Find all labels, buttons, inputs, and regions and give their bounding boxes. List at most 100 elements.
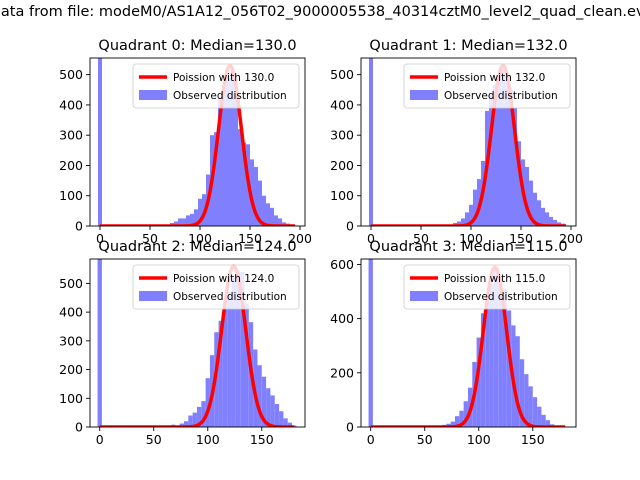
x-tick-label: 150 (509, 231, 533, 246)
legend-hist-swatch (410, 291, 438, 301)
legend-hist-swatch (139, 90, 167, 100)
histogram-bar (270, 395, 275, 427)
histogram-bar (274, 215, 278, 226)
histogram-bar (497, 73, 501, 226)
histogram-bar (98, 58, 102, 226)
subplot-title: Quadrant 3: Median=115.0 (369, 239, 567, 255)
histogram-bar (283, 418, 288, 427)
histogram-bar (274, 404, 280, 427)
histogram-bar (524, 374, 529, 427)
axes-frame (89, 258, 306, 428)
plot-area (97, 259, 297, 427)
histogram-bar (235, 270, 241, 427)
legend-hist-label: Observed distribution (444, 291, 558, 303)
histogram-bar (218, 98, 222, 226)
figure-suptitle: Data from file: modeM0/AS1A12_056T02_900… (0, 4, 640, 20)
legend-hist-swatch (139, 291, 167, 301)
histogram-bar (369, 58, 373, 226)
y-tick-label: 100 (59, 391, 83, 406)
histogram-bar (222, 306, 228, 427)
y-tick-label: 300 (59, 128, 83, 143)
x-tick-label: 150 (521, 432, 545, 447)
legend: Poission with 124.0 Observed distribution (132, 264, 300, 310)
y-tick-label: 400 (330, 311, 354, 326)
histogram-bar (525, 166, 529, 226)
histogram-bar (513, 107, 517, 226)
x-tick-label: 0 (367, 432, 375, 447)
legend: Poission with 130.0 Observed distribution (132, 63, 300, 109)
histogram-bar (174, 221, 178, 226)
histogram-bar (528, 386, 533, 427)
histogram-bar (450, 421, 455, 427)
legend-hist-swatch (410, 90, 438, 100)
histogram-bar (257, 365, 262, 427)
histogram-bar (242, 142, 246, 226)
histogram-bar (493, 85, 497, 226)
x-tick-label: 100 (467, 432, 491, 447)
histogram-bar (537, 406, 542, 427)
histogram-bar (368, 259, 373, 427)
y-tick-label: 0 (346, 219, 354, 234)
y-tick-label: 500 (59, 67, 83, 82)
legend-box (132, 63, 300, 109)
histogram-bar (278, 218, 282, 226)
histogram-bar (529, 180, 533, 226)
histogram-bar (178, 218, 182, 226)
poisson-fit-line (99, 63, 296, 226)
subplot-title: Quadrant 0: Median=130.0 (98, 38, 296, 54)
histogram-bar (287, 422, 293, 427)
y-tick-label: 500 (59, 276, 83, 291)
histogram-bar (537, 200, 541, 226)
histogram-bar (214, 132, 218, 226)
legend-fit-label: Poission with 124.0 (173, 273, 274, 285)
histogram-bar (198, 198, 202, 226)
x-tick-label: 100 (196, 432, 220, 447)
histogram-bar (549, 216, 553, 226)
histogram-bar (192, 412, 197, 427)
histogram-bar (519, 359, 525, 427)
x-tick-label: 50 (146, 432, 162, 447)
histogram-bar (533, 192, 537, 226)
axes-frame (360, 258, 577, 428)
y-tick-label: 0 (75, 219, 83, 234)
plot-area (369, 58, 567, 226)
histogram-bar (545, 420, 551, 427)
histogram-bar (498, 277, 503, 427)
histogram-bar (222, 88, 226, 226)
histogram-bar (489, 283, 494, 427)
histogram-bar (541, 207, 545, 226)
histogram-bar (279, 411, 284, 427)
legend-fit-label: Poission with 130.0 (173, 72, 274, 84)
legend-box (403, 63, 571, 109)
histogram-bar (261, 376, 267, 427)
y-tick-label: 400 (59, 97, 83, 112)
legend: Poission with 132.0 Observed distribution (403, 63, 571, 109)
x-tick-label: 0 (367, 231, 375, 246)
y-tick-label: 200 (59, 362, 83, 377)
histogram-bar (461, 218, 465, 226)
subplot-title: Quadrant 2: Median=124.0 (98, 239, 296, 255)
histogram-bar (502, 288, 507, 427)
histogram-bar (270, 207, 274, 226)
y-tick-label: 400 (59, 305, 83, 320)
x-tick-label: 200 (288, 231, 312, 246)
suptitle-container: Data from file: modeM0/AS1A12_056T02_900… (0, 4, 640, 26)
legend: Poission with 115.0 Observed distribution (403, 264, 571, 310)
legend-hist-label: Observed distribution (173, 90, 287, 102)
x-tick-label: 0 (96, 231, 104, 246)
subplot-quadrant-0: 0 50 100 150 200 0 100 200 300 400 500 Quadrant 0: … (59, 38, 312, 246)
histogram-bar (469, 204, 473, 226)
histogram-bar (230, 71, 234, 226)
histogram-bar (262, 195, 266, 226)
histogram-bar (480, 313, 486, 427)
histogram-bar (282, 222, 286, 226)
histogram-bar (532, 397, 538, 427)
y-tick-label: 200 (330, 365, 354, 380)
legend-box (132, 264, 300, 310)
legend-fit-label: Poission with 132.0 (444, 72, 545, 84)
y-tick-label: 100 (330, 188, 354, 203)
x-tick-label: 100 (188, 231, 212, 246)
histogram-bar (457, 221, 461, 226)
